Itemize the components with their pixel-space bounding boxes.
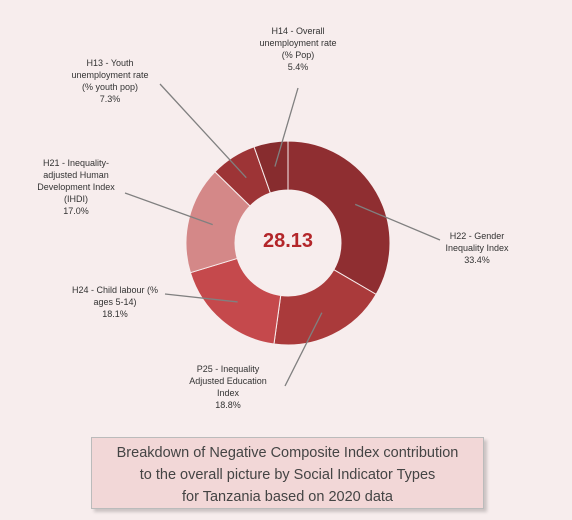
leader-line-2 [164, 293, 238, 303]
caption-line-1: Breakdown of Negative Composite Index co… [116, 445, 459, 461]
leader-line-0 [354, 203, 441, 241]
slice-label-h21: H21 - Inequality- adjusted Human Develop… [37, 158, 115, 216]
leader-line-5 [274, 87, 299, 167]
slice-label-p25: P25 - Inequality Adjusted Education Inde… [189, 364, 267, 410]
slice-label-h22: H22 - Gender Inequality Index 33.4% [445, 231, 509, 265]
caption-line-2: to the overall picture by Social Indicat… [139, 467, 436, 483]
center-value: 28.13 [262, 230, 314, 252]
donut-slice-5 [253, 140, 289, 194]
chart-caption: Breakdown of Negative Composite Index co… [91, 437, 484, 509]
slice-label-h14: H14 - Overall unemployment rate (% Pop) … [259, 26, 337, 72]
leader-line-4 [159, 83, 247, 179]
leader-line-3 [124, 192, 213, 226]
slice-label-h24: H24 - Child labour (% ages 5-14) 18.1% [71, 285, 159, 319]
caption-line-3: for Tanzania based on 2020 data [182, 489, 393, 505]
leader-line-1 [284, 312, 323, 387]
leader-lines [124, 83, 441, 387]
slice-label-h13: H13 - Youth unemployment rate (% youth p… [71, 58, 149, 104]
donut-slice-0 [287, 140, 391, 296]
